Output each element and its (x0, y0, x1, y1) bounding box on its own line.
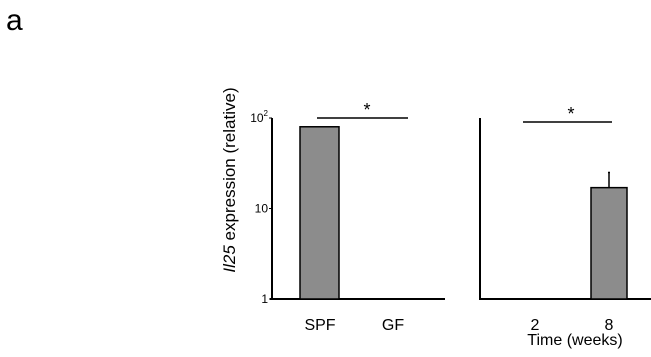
y-tick-base: 1 (261, 292, 268, 306)
y-tick-label: 1 (261, 292, 268, 306)
chart-panel-right: 2 8 * Time (weeks) (479, 104, 651, 349)
y-tick-label: 102 (250, 109, 268, 125)
y-axis-label: Il25 expression (relative) (220, 87, 239, 272)
y-tick-exponent: 2 (264, 109, 269, 118)
bar (299, 126, 340, 300)
x-category-label: SPF (304, 317, 335, 334)
x-axis-label: Time (weeks) (527, 332, 622, 349)
panel-label: a (6, 4, 23, 37)
y-tick-base: 10 (250, 111, 264, 125)
significance-star: * (567, 104, 574, 124)
significance-star: * (363, 100, 370, 120)
bar (590, 186, 628, 300)
y-tick-base: 10 (255, 202, 269, 216)
y-axis-label-text: expression (relative) (220, 87, 239, 245)
y-axis-label-gene: Il25 (220, 245, 239, 273)
x-category-label: 8 (605, 317, 614, 334)
y-tick-label: 10 (255, 202, 269, 216)
x-category-label: GF (382, 317, 404, 334)
x-category-label: 2 (531, 317, 540, 334)
